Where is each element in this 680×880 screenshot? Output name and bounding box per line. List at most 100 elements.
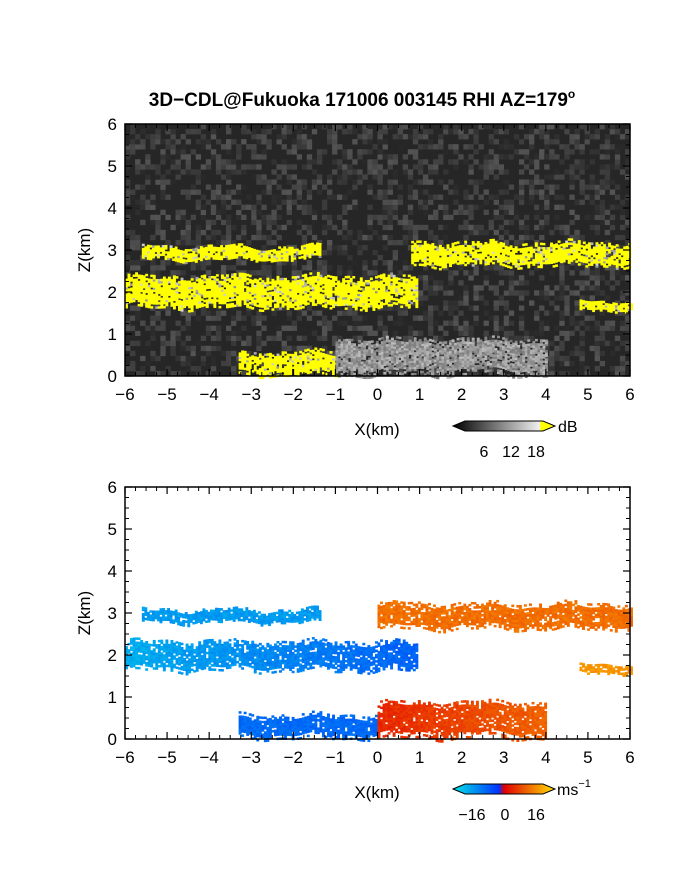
echo-cell: [284, 296, 287, 300]
echo-cell: [261, 301, 265, 304]
noise-cell: [544, 194, 550, 200]
noise-cell: [276, 260, 282, 266]
echo-cell: [595, 246, 599, 249]
noise-cell: [407, 234, 414, 241]
noise-cell: [382, 270, 388, 276]
noise-cell: [498, 234, 505, 241]
echo-cell: [157, 283, 161, 286]
noise-cell: [594, 325, 600, 331]
echo-cell: [497, 249, 500, 253]
echo-cell: [236, 289, 240, 293]
echo-cell: [380, 282, 383, 286]
noise-cell: [145, 164, 151, 170]
echo-cell: [377, 283, 381, 287]
echo-cell: [625, 247, 629, 251]
noise-cell: [362, 129, 368, 135]
echo-cell: [590, 261, 594, 264]
echo-cell: [589, 303, 593, 306]
echo-cell: [623, 256, 627, 260]
echo-cell: [565, 255, 569, 258]
echo-cell: [354, 305, 358, 309]
echo-cell: [213, 305, 217, 308]
echo-cell: [290, 253, 294, 256]
echo-cell: [137, 274, 141, 277]
noise-cell: [468, 144, 474, 150]
noise-cell: [125, 260, 131, 266]
echo-cell: [157, 287, 161, 290]
noise-cell: [609, 204, 616, 210]
echo-cell: [266, 277, 270, 281]
echo-cell: [263, 254, 266, 258]
echo-cell: [180, 277, 184, 281]
echo-cell: [246, 298, 250, 302]
noise-cell: [266, 270, 272, 276]
noise-cell: [539, 335, 545, 342]
noise-cell: [165, 310, 171, 316]
noise-cell: [155, 139, 161, 145]
noise-cell: [407, 265, 414, 271]
noise-cell: [473, 184, 479, 190]
noise-cell: [347, 310, 353, 316]
echo-cell: [286, 288, 290, 292]
noise-cell: [619, 144, 626, 150]
echo-cell: [306, 279, 310, 282]
noise-cell: [599, 164, 606, 170]
echo-cell: [283, 246, 287, 249]
echo-cell: [268, 252, 272, 255]
echo-cell: [198, 282, 202, 285]
echo-cell: [167, 297, 171, 301]
echo-cell: [377, 281, 381, 284]
echo-cell: [311, 301, 315, 304]
noise-cell: [559, 194, 565, 200]
noise-cell: [619, 244, 626, 251]
echo-cell: [491, 257, 495, 261]
noise-cell: [544, 265, 550, 271]
noise-cell: [488, 224, 494, 231]
echo-cell: [146, 255, 150, 258]
echo-cell: [319, 301, 323, 305]
noise-cell: [281, 124, 287, 130]
echo-cell: [555, 251, 559, 255]
noise-cell: [513, 134, 520, 140]
echo-cell: [542, 257, 546, 261]
noise-cell: [554, 350, 560, 357]
noise-cell: [241, 124, 247, 130]
noise-cell: [175, 370, 181, 377]
echo-cell: [412, 293, 416, 296]
noise-cell: [539, 124, 545, 130]
echo-cell: [185, 289, 189, 292]
echo-cell: [380, 291, 383, 294]
echo-cell: [157, 289, 161, 292]
noise-cell: [579, 335, 585, 342]
noise-cell: [422, 159, 429, 165]
echo-cell: [570, 248, 574, 252]
echo-cell: [172, 275, 176, 278]
echo-cell: [547, 257, 551, 261]
echo-cell: [555, 255, 559, 259]
echo-cell: [284, 303, 287, 306]
noise-cell: [488, 149, 494, 155]
echo-cell: [416, 255, 420, 258]
echo-cell: [497, 253, 500, 257]
noise-cell: [407, 229, 414, 236]
echo-cell: [210, 286, 214, 289]
noise-cell: [579, 285, 585, 291]
echo-cell: [318, 245, 322, 248]
noise-cell: [367, 149, 373, 155]
echo-cell: [178, 302, 181, 305]
noise-cell: [266, 129, 272, 135]
noise-cell: [569, 164, 575, 170]
noise-cell: [438, 285, 444, 291]
noise-cell: [412, 189, 419, 195]
echo-cell: [170, 293, 174, 297]
echo-cell: [316, 282, 320, 286]
echo-cell: [210, 248, 213, 252]
echo-cell: [180, 300, 184, 304]
echo-cell: [236, 285, 240, 288]
noise-cell: [332, 169, 338, 175]
echo-cell: [344, 280, 348, 283]
echo-cell: [527, 253, 531, 256]
noise-cell: [135, 199, 141, 205]
echo-cell: [268, 304, 272, 308]
echo-cell: [410, 285, 414, 288]
